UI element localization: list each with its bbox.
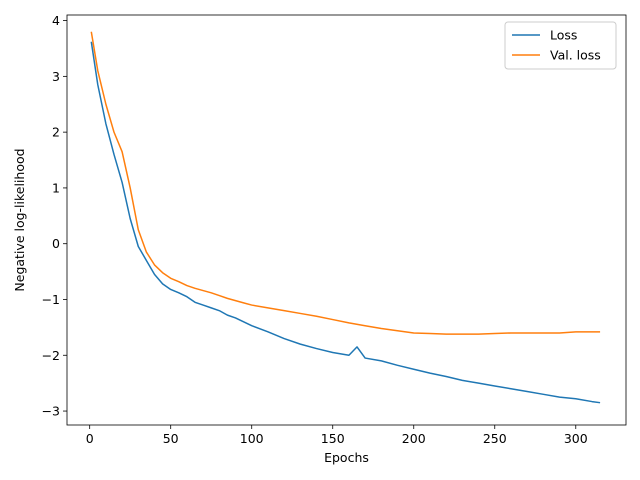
- y-tick-label: −2: [42, 348, 60, 363]
- x-tick-label: 300: [564, 431, 588, 446]
- legend-box: [504, 21, 617, 70]
- y-tick-label: 4: [52, 13, 60, 28]
- x-tick-label: 50: [163, 431, 179, 446]
- axes-frame: [66, 14, 627, 426]
- y-tick-label: 3: [52, 69, 60, 84]
- x-tick-label: 150: [321, 431, 345, 446]
- plot-area: [66, 14, 627, 426]
- x-tick-label: 0: [86, 431, 94, 446]
- y-tick-label: −1: [42, 292, 60, 307]
- legend-label: Loss: [550, 28, 577, 43]
- legend-label: Val. loss: [550, 48, 601, 63]
- y-tick-label: −3: [42, 404, 60, 419]
- series-layer: [90, 31, 601, 404]
- x-axis-label: Epochs: [324, 450, 369, 465]
- y-tick-label: 0: [52, 236, 60, 251]
- x-tick-label: 250: [483, 431, 507, 446]
- y-tick-label: 2: [52, 125, 60, 140]
- y-axis: −3 −2 −1 0 1 2 3 4: [42, 13, 67, 419]
- series-line-0: [90, 41, 601, 404]
- series-line-1: [90, 31, 601, 335]
- x-axis: 0 50 100 150 200 250 300: [86, 425, 588, 446]
- x-tick-label: 200: [402, 431, 426, 446]
- x-tick-label: 100: [240, 431, 264, 446]
- y-axis-label: Negative log-likelihood: [12, 148, 27, 291]
- y-tick-label: 1: [52, 180, 60, 195]
- legend: Loss Val. loss: [504, 21, 617, 70]
